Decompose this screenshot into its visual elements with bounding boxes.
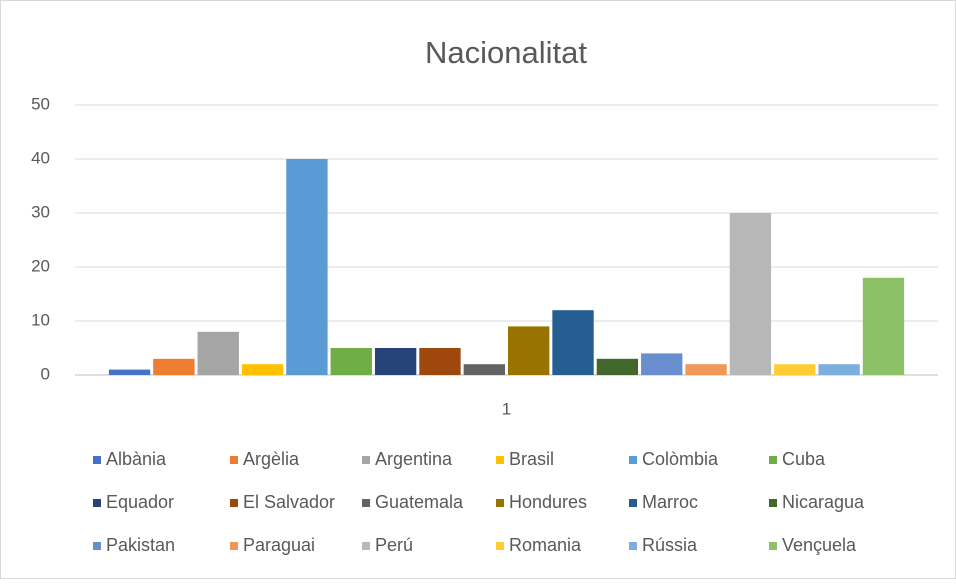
legend-label: Perú: [375, 535, 413, 555]
y-tick-label: 20: [31, 256, 50, 275]
legend-label: Rússia: [642, 535, 698, 555]
legend-swatch: [362, 542, 370, 550]
legend-swatch: [769, 542, 777, 550]
y-tick-label: 10: [31, 310, 50, 329]
y-tick-label: 0: [41, 364, 50, 383]
legend-label: Vençuela: [782, 535, 857, 555]
legend-swatch: [629, 499, 637, 507]
legend-swatch: [496, 542, 504, 550]
legend-swatch: [362, 499, 370, 507]
bar: [286, 159, 328, 375]
bar: [419, 348, 461, 375]
bar: [641, 353, 683, 375]
legend-label: Colòmbia: [642, 449, 719, 469]
bar: [153, 358, 195, 375]
bar: [197, 331, 239, 375]
legend-label: Argèlia: [243, 449, 300, 469]
chart-title: Nacionalitat: [425, 35, 587, 70]
legend-label: Argentina: [375, 449, 453, 469]
legend-label: Brasil: [509, 449, 554, 469]
legend-label: Romania: [509, 535, 582, 555]
bar: [463, 364, 505, 375]
bar: [108, 369, 151, 375]
bar: [774, 364, 816, 375]
bar: [508, 326, 550, 375]
legend-swatch: [93, 542, 101, 550]
legend-label: Equador: [106, 492, 174, 512]
bar: [818, 364, 860, 375]
bar: [552, 310, 594, 375]
bar: [729, 213, 772, 375]
legend-label: El Salvador: [243, 492, 335, 512]
y-tick-label: 30: [31, 202, 50, 221]
legend-label: Guatemala: [375, 492, 464, 512]
legend-label: Pakistan: [106, 535, 175, 555]
legend-swatch: [93, 499, 101, 507]
bar: [862, 277, 905, 375]
y-tick-label: 50: [31, 94, 50, 113]
legend-swatch: [230, 542, 238, 550]
legend-label: Nicaragua: [782, 492, 865, 512]
legend-label: Paraguai: [243, 535, 315, 555]
legend-swatch: [93, 456, 101, 464]
x-tick-label: 1: [502, 399, 511, 418]
legend-label: Cuba: [782, 449, 826, 469]
legend-swatch: [769, 456, 777, 464]
legend-swatch: [496, 456, 504, 464]
legend-swatch: [629, 542, 637, 550]
bar: [241, 364, 284, 375]
bar: [685, 364, 727, 375]
legend-label: Hondures: [509, 492, 587, 512]
legend-swatch: [230, 499, 238, 507]
legend-swatch: [496, 499, 504, 507]
legend-swatch: [629, 456, 637, 464]
y-tick-label: 40: [31, 148, 50, 167]
legend-swatch: [769, 499, 777, 507]
legend-label: Albània: [106, 449, 167, 469]
legend-label: Marroc: [642, 492, 698, 512]
bar: [330, 348, 372, 375]
legend-swatch: [230, 456, 238, 464]
legend-swatch: [362, 456, 370, 464]
bar: [596, 358, 639, 375]
bar: [374, 348, 417, 375]
